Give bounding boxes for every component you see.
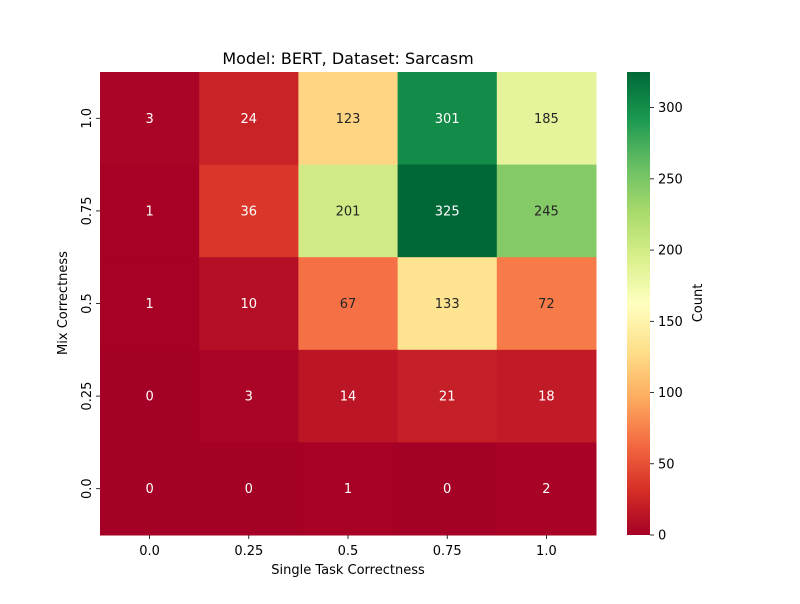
x-tick-label: 0.25 [234,544,263,559]
cell-value-label: 325 [435,204,460,219]
heatmap-cell [397,257,498,351]
cell-value-label: 301 [435,112,460,127]
colorbar-tick-label: 150 [658,315,683,330]
colorbar-gradient [627,72,650,535]
cell-value-label: 36 [241,204,258,219]
y-tick-label: 0.5 [80,293,95,314]
heatmap-cell [298,257,399,351]
x-tick-label: 0.5 [338,544,359,559]
colorbar-tick-label: 250 [658,172,683,187]
chart-title: Model: BERT, Dataset: Sarcasm [222,49,473,68]
cell-value-label: 3 [145,112,153,127]
x-tick-label: 1.0 [536,544,557,559]
heatmap-cell [496,72,597,166]
heatmap-cell [397,349,498,443]
cell-value-label: 3 [245,390,253,405]
x-tick-label: 0.0 [139,544,160,559]
heatmap-cell [100,442,200,536]
cell-value-label: 72 [538,297,555,312]
y-tick-label: 0.0 [80,478,95,499]
colorbar-ticks: 0 50 100 150 200 250 300 [650,101,683,544]
x-axis-label: Single Task Correctness [271,563,425,578]
cell-value-label: 133 [435,297,460,312]
y-tick-label: 0.75 [80,196,95,225]
heatmap-cell [397,442,498,536]
colorbar-label: Count [691,284,706,323]
heatmap-cell [496,164,597,258]
cell-value-label: 1 [145,204,153,219]
cell-value-label: 0 [145,482,153,497]
colorbar: 0 50 100 150 200 250 300 Count [627,72,706,544]
heatmap-cell [496,257,597,351]
colorbar-tick-label: 200 [658,244,683,259]
heatmap-cell [100,164,200,258]
cell-value-label: 123 [336,112,361,127]
y-tick-label: 0.25 [80,382,95,411]
cell-value-label: 201 [336,204,361,219]
heatmap-cell [199,349,299,443]
cell-value-label: 14 [340,390,357,405]
cell-value-label: 1 [344,482,352,497]
x-tick-label: 0.75 [433,544,462,559]
cell-value-label: 0 [145,390,153,405]
heatmap-cell [199,72,299,166]
cell-value-label: 245 [534,204,559,219]
heatmap-cell [298,164,399,258]
cell-value-label: 2 [542,482,550,497]
cell-value-label: 10 [241,297,258,312]
cell-value-label: 18 [538,390,555,405]
heatmap-cell [199,164,299,258]
cell-value-label: 185 [534,112,559,127]
cell-value-label: 0 [443,482,451,497]
heatmap-cell [496,349,597,443]
heatmap-cell [199,257,299,351]
y-tick-label: 1.0 [80,108,95,129]
heatmap-cell [298,442,399,536]
colorbar-tick-label: 50 [658,457,675,472]
y-axis-label: Mix Correctness [56,251,71,355]
colorbar-tick-label: 300 [658,101,683,116]
colorbar-tick-label: 0 [658,529,666,544]
heatmap-cell [397,72,498,166]
heatmap-cell [100,72,200,166]
y-axis: 1.0 0.75 0.5 0.25 0.0 [80,108,100,499]
heatmap-cell [496,442,597,536]
heatmap-cell [100,257,200,351]
cell-value-label: 1 [145,297,153,312]
heatmap-cell [298,72,399,166]
cell-value-label: 67 [340,297,357,312]
heatmap-cell [397,164,498,258]
heatmap-cell [199,442,299,536]
heatmap-cell [100,349,200,443]
cell-value-label: 24 [241,112,258,127]
colorbar-tick-label: 100 [658,386,683,401]
heatmap-cell [298,349,399,443]
x-axis: 0.0 0.25 0.5 0.75 1.0 [139,535,557,559]
cell-value-label: 21 [439,390,456,405]
cell-value-label: 0 [245,482,253,497]
